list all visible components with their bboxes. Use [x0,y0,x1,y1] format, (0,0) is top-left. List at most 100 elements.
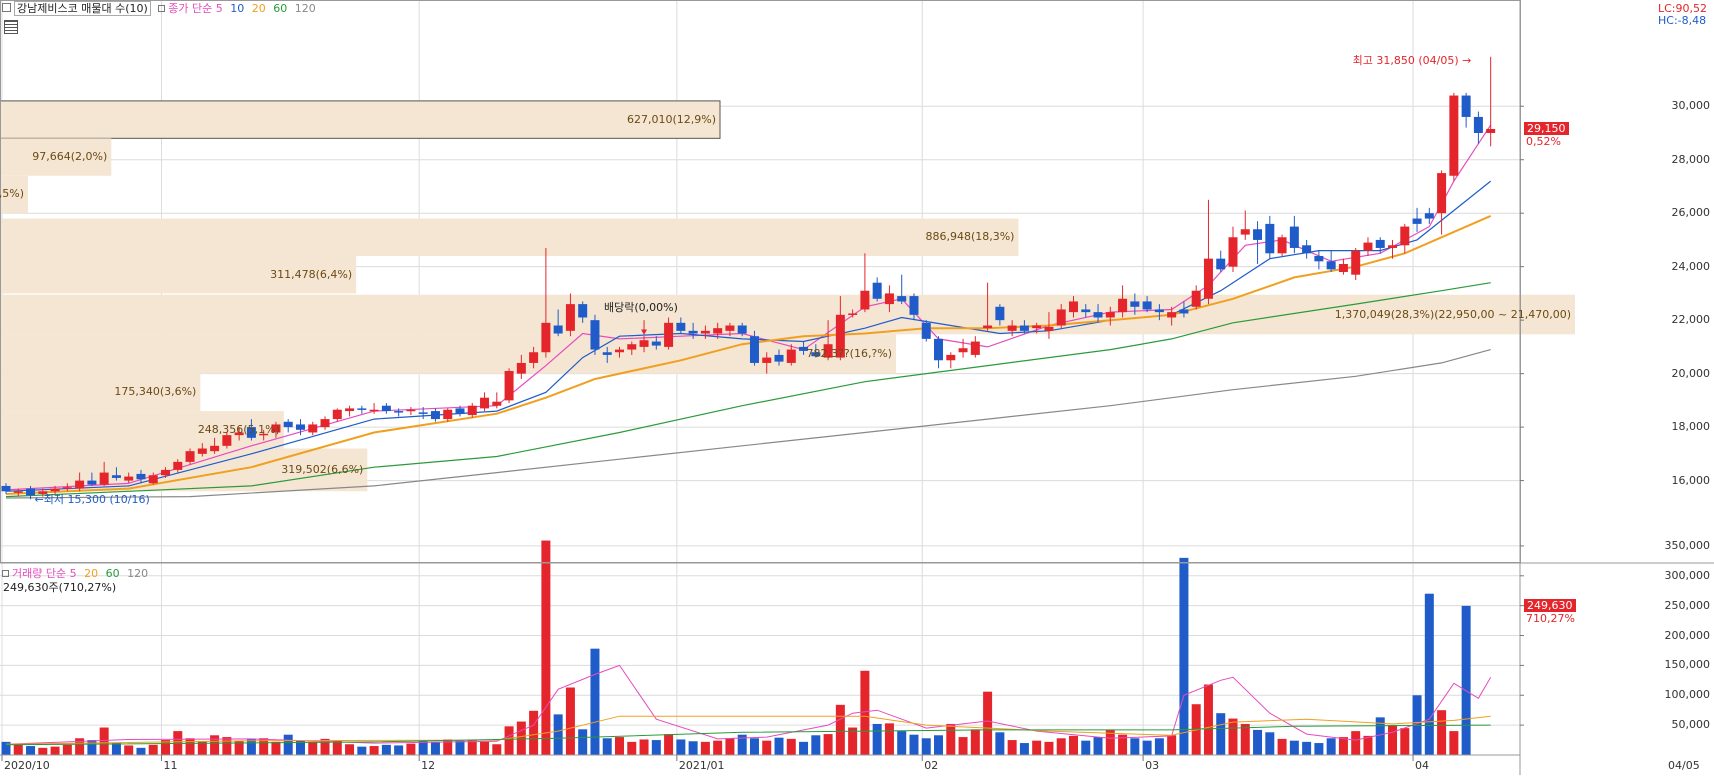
volume-bar [381,744,391,755]
volume-bar [1019,743,1029,755]
volume-profile-label: 886,948(18,3%) [925,230,1015,244]
volume-bar [259,738,269,755]
candle-body [1351,250,1361,275]
legend-toggle-icon[interactable] [158,5,166,12]
candle-body [13,491,23,493]
volume-bar [970,729,980,755]
volume-legend-name: 거래량 단순 [12,567,67,580]
candle-body [1437,173,1447,214]
candle-body [394,411,404,413]
volume-bar [835,704,845,755]
candle-body [970,341,980,355]
volume-tick-label: 300,000 [1664,568,1711,582]
price-tick-label: 22,000 [1671,313,1711,327]
volume-bar [737,734,747,755]
volume-bar [222,737,232,755]
volume-bar [799,741,809,755]
candle-body [835,314,845,358]
volume-bar [921,738,931,755]
ma20-legend: 20 [251,2,266,15]
time-tick-label: 2020/10 [4,759,50,772]
volume-bar [1216,713,1226,755]
candle-body [1105,312,1115,318]
volume-bar [1167,735,1177,755]
candle-body [308,424,318,433]
candle-body [443,409,453,420]
candle-body [651,341,661,346]
volume-bar [553,714,563,755]
candle-body [725,325,735,331]
volume-bar [946,723,956,755]
volume-tick-label: 200,000 [1664,628,1711,642]
candle-body [1363,242,1373,251]
volume-toggle-icon[interactable] [2,570,9,577]
grid-toggle-icon[interactable] [4,20,18,34]
candle-body [161,469,171,476]
candle-body [921,322,931,339]
lc-readout: LC:90,52 [1658,2,1708,15]
candle-body [75,480,85,489]
volume-bar [345,744,355,755]
volume-bar [75,738,85,755]
volume-bar [565,687,575,755]
panel-toggle-icon[interactable] [2,3,11,12]
candle-body [38,491,48,494]
price-tick-label: 20,000 [1671,366,1711,380]
time-tick-label: 12 [421,759,436,772]
volume-bar [995,732,1005,755]
candle-body [1032,325,1042,329]
volume-profile-bar [0,411,284,449]
candle-body [578,304,588,318]
candle-body [615,349,624,353]
candle-body [1400,226,1410,246]
volume-bar [1081,740,1091,755]
low-arrow-icon: ← [34,493,44,507]
candle-body [26,488,36,496]
candle-body [111,475,121,478]
volume-bar [1,741,11,755]
candle-body [1,485,11,492]
last-change-text: 0,52% [1526,134,1561,148]
time-tick-label: 03 [1145,759,1160,772]
volume-profile-bar [0,294,1575,335]
candle-body [541,322,551,353]
price-tick-label: 24,000 [1671,259,1711,273]
candle-body [1118,298,1128,313]
ma60-legend: 60 [273,2,288,15]
volume-bar [897,731,907,755]
candle-body [700,330,710,334]
high-annotation: 최고 31,850 (04/05) → [1353,54,1472,67]
ma120-legend: 120 [294,2,316,15]
candle-body [1142,301,1152,310]
volume-bar [136,747,146,755]
last-volume-pct: 710,27% [1526,611,1575,625]
volume-profile-bar [0,448,368,492]
volume-bar [725,738,735,755]
price-tick-label: 16,000 [1671,473,1711,487]
last-price-tag: 29,150 [1524,121,1569,135]
volume-bar [467,739,477,755]
volume-bar [1093,737,1103,755]
volume-bar [246,738,256,755]
volume-profile-label: 782,3??(16,?%) [806,346,893,360]
hc-readout: HC:-8,48 [1658,14,1707,27]
volume-bar [210,735,220,755]
candle-body [1228,237,1238,267]
volume-bar [283,734,293,755]
volume-bar [38,747,48,755]
candle-body [234,432,244,436]
candle-body [369,409,379,412]
price-legend-name: 종가 단순 [168,2,213,15]
volume-bar [590,648,600,755]
volume-bar [1437,710,1447,755]
candle-body [602,352,612,355]
volume-profile-bar [0,334,897,374]
candle-body [259,433,269,436]
volume-ma5-line [5,664,1492,745]
price-panel-header: 강남제비스코 매물대 수(10) 종가 단순 5 10 20 60 120 [2,1,316,16]
candle-body [345,408,355,412]
low-annotation: ←최저 15,300 (10/16) [35,493,150,506]
volume-bar [1068,735,1078,755]
volume-bar [1056,738,1066,755]
